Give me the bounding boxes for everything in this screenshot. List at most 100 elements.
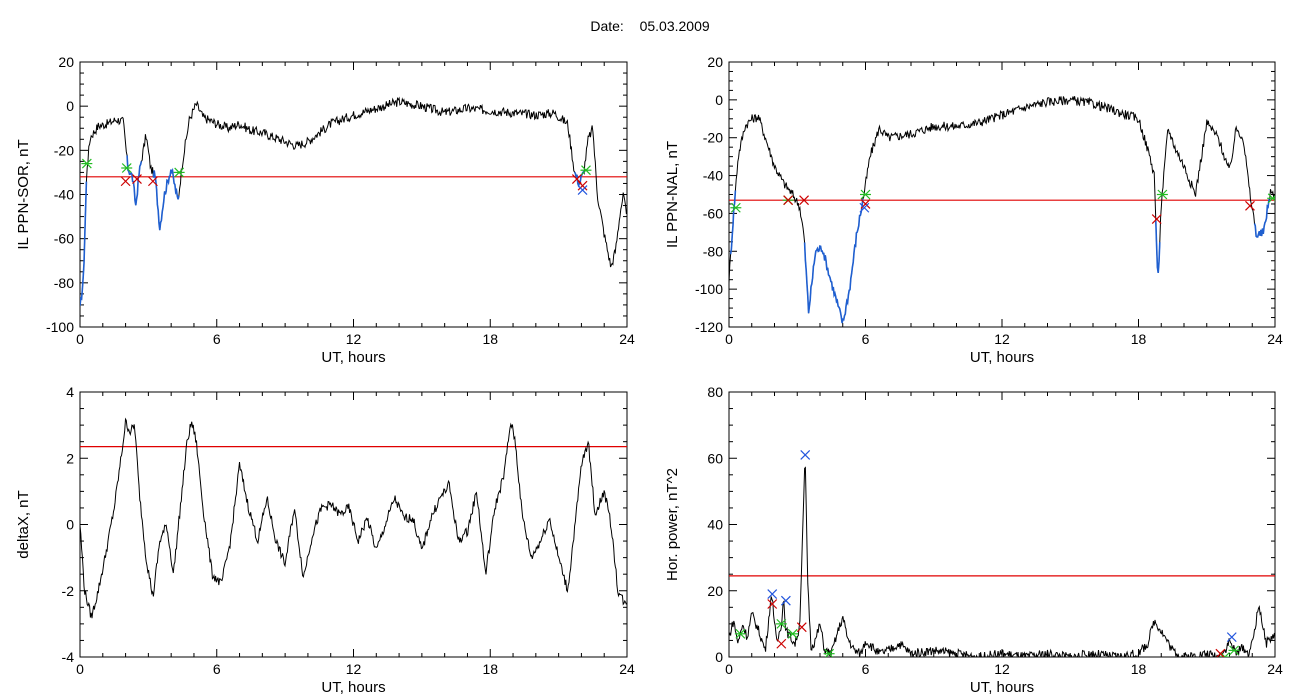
start-marker-4 [1267, 193, 1275, 204]
plot-area [729, 450, 1275, 657]
y-tick-label: 40 [707, 517, 723, 533]
date-label: Date: [590, 18, 624, 34]
y-axis-label: Hor. power, nT^2 [664, 468, 681, 581]
x-axis-label: UT, hours [970, 679, 1034, 696]
start-marker-3 [1156, 189, 1168, 200]
end-marker-2 [796, 622, 807, 633]
y-tick-label: 0 [66, 98, 74, 114]
y-tick-label: -20 [703, 130, 723, 146]
x-tick-label: 24 [619, 661, 635, 677]
y-tick-label: -100 [46, 319, 74, 335]
end-marker-3 [1215, 648, 1226, 657]
below-threshold-segment-1 [126, 155, 143, 206]
y-tick-label: 20 [707, 583, 723, 599]
end-marker-3 [571, 174, 582, 184]
y-axis-label: deltaX, nT [15, 490, 32, 558]
series-line [80, 96, 627, 306]
x-tick-label: 24 [619, 331, 635, 347]
peak-marker-0 [577, 185, 588, 196]
end-marker-4 [1245, 200, 1255, 211]
y-tick-label: -80 [703, 243, 723, 259]
y-tick-label: -40 [54, 187, 74, 203]
series-line [80, 417, 627, 619]
x-tick-label: 6 [213, 661, 221, 677]
x-tick-label: 6 [862, 331, 870, 347]
y-tick-label: 20 [58, 54, 74, 70]
x-tick-label: 24 [1267, 661, 1283, 677]
y-tick-label: -60 [703, 205, 723, 221]
end-marker-1 [799, 195, 809, 206]
x-axis-label: UT, hours [321, 679, 385, 696]
end-marker-3 [1151, 214, 1162, 225]
end-marker-0 [783, 195, 794, 206]
x-tick-label: 18 [482, 331, 498, 347]
x-tick-label: 12 [346, 661, 362, 677]
below-threshold-segment-1 [803, 198, 864, 324]
y-tick-label: -120 [695, 319, 723, 335]
header: Date: 05.03.2009 [0, 18, 1300, 34]
below-threshold-segment-3 [1253, 198, 1270, 238]
x-tick-label: 24 [1267, 331, 1283, 347]
y-tick-label: 20 [707, 54, 723, 70]
x-tick-label: 18 [1131, 331, 1147, 347]
x-tick-label: 12 [346, 331, 362, 347]
x-axis-label: UT, hours [970, 349, 1034, 366]
y-tick-label: -80 [54, 275, 74, 291]
x-axis-label: UT, hours [321, 349, 385, 366]
end-marker-1 [132, 174, 142, 184]
y-tick-label: -40 [703, 168, 723, 184]
x-tick-label: 0 [725, 661, 733, 677]
x-tick-label: 0 [725, 331, 733, 347]
plot-area [729, 96, 1275, 324]
y-tick-label: 0 [715, 649, 723, 665]
start-marker-0 [730, 202, 742, 213]
x-tick-label: 0 [76, 331, 84, 347]
plot-area [80, 417, 627, 619]
series-line [729, 466, 1275, 657]
end-marker-2 [148, 176, 158, 187]
y-tick-label: 0 [66, 517, 74, 533]
peak-marker-2 [800, 450, 811, 460]
panel-1: 0 6 12 18 24 -100 -80 -60 -40 -20 0 20 UT, hours IL P… [15, 54, 635, 366]
start-marker-5 [1228, 645, 1240, 656]
below-threshold-segment-0 [80, 181, 88, 306]
start-marker-3 [823, 648, 835, 657]
plot-frame [79, 61, 628, 328]
start-marker-1 [775, 618, 787, 629]
below-threshold-segment-2 [152, 167, 180, 231]
plot-area [80, 96, 627, 306]
x-tick-label: 12 [994, 661, 1010, 677]
plot-frame [728, 391, 1276, 658]
x-tick-label: 12 [994, 331, 1010, 347]
y-tick-label: 2 [66, 450, 74, 466]
date-value: 05.03.2009 [639, 18, 710, 34]
end-marker-4 [577, 180, 588, 191]
y-tick-label: 0 [715, 92, 723, 108]
end-marker-0 [120, 176, 131, 187]
end-marker-1 [776, 638, 787, 649]
y-tick-label: -4 [62, 649, 75, 665]
start-marker-4 [1219, 652, 1231, 657]
peak-marker-3 [1226, 632, 1237, 643]
start-marker-0 [81, 158, 93, 169]
end-marker-0 [767, 599, 778, 609]
peak-marker-0 [859, 202, 870, 213]
y-axis-label: IL PPN-SOR, nT [15, 139, 32, 249]
end-marker-2 [860, 199, 871, 209]
start-marker-1 [121, 163, 133, 173]
x-tick-label: 18 [1131, 661, 1147, 677]
start-marker-3 [580, 165, 592, 176]
start-marker-2 [860, 189, 871, 200]
x-tick-label: 18 [482, 661, 498, 677]
x-tick-label: 6 [213, 331, 221, 347]
x-tick-label: 6 [862, 661, 870, 677]
y-tick-label: -60 [54, 231, 74, 247]
y-tick-label: -2 [62, 583, 75, 599]
peak-marker-1 [780, 595, 791, 606]
y-tick-label: 60 [707, 450, 723, 466]
panel-2: 0 6 12 18 24 -120 -100 -80 -60 -40 -20 0 20 UT, hours… [664, 54, 1283, 366]
peak-marker-0 [767, 589, 778, 599]
y-axis-label: IL PPN-NAL, nT [664, 141, 681, 248]
